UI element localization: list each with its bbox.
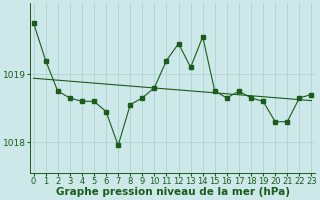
X-axis label: Graphe pression niveau de la mer (hPa): Graphe pression niveau de la mer (hPa) <box>55 187 290 197</box>
